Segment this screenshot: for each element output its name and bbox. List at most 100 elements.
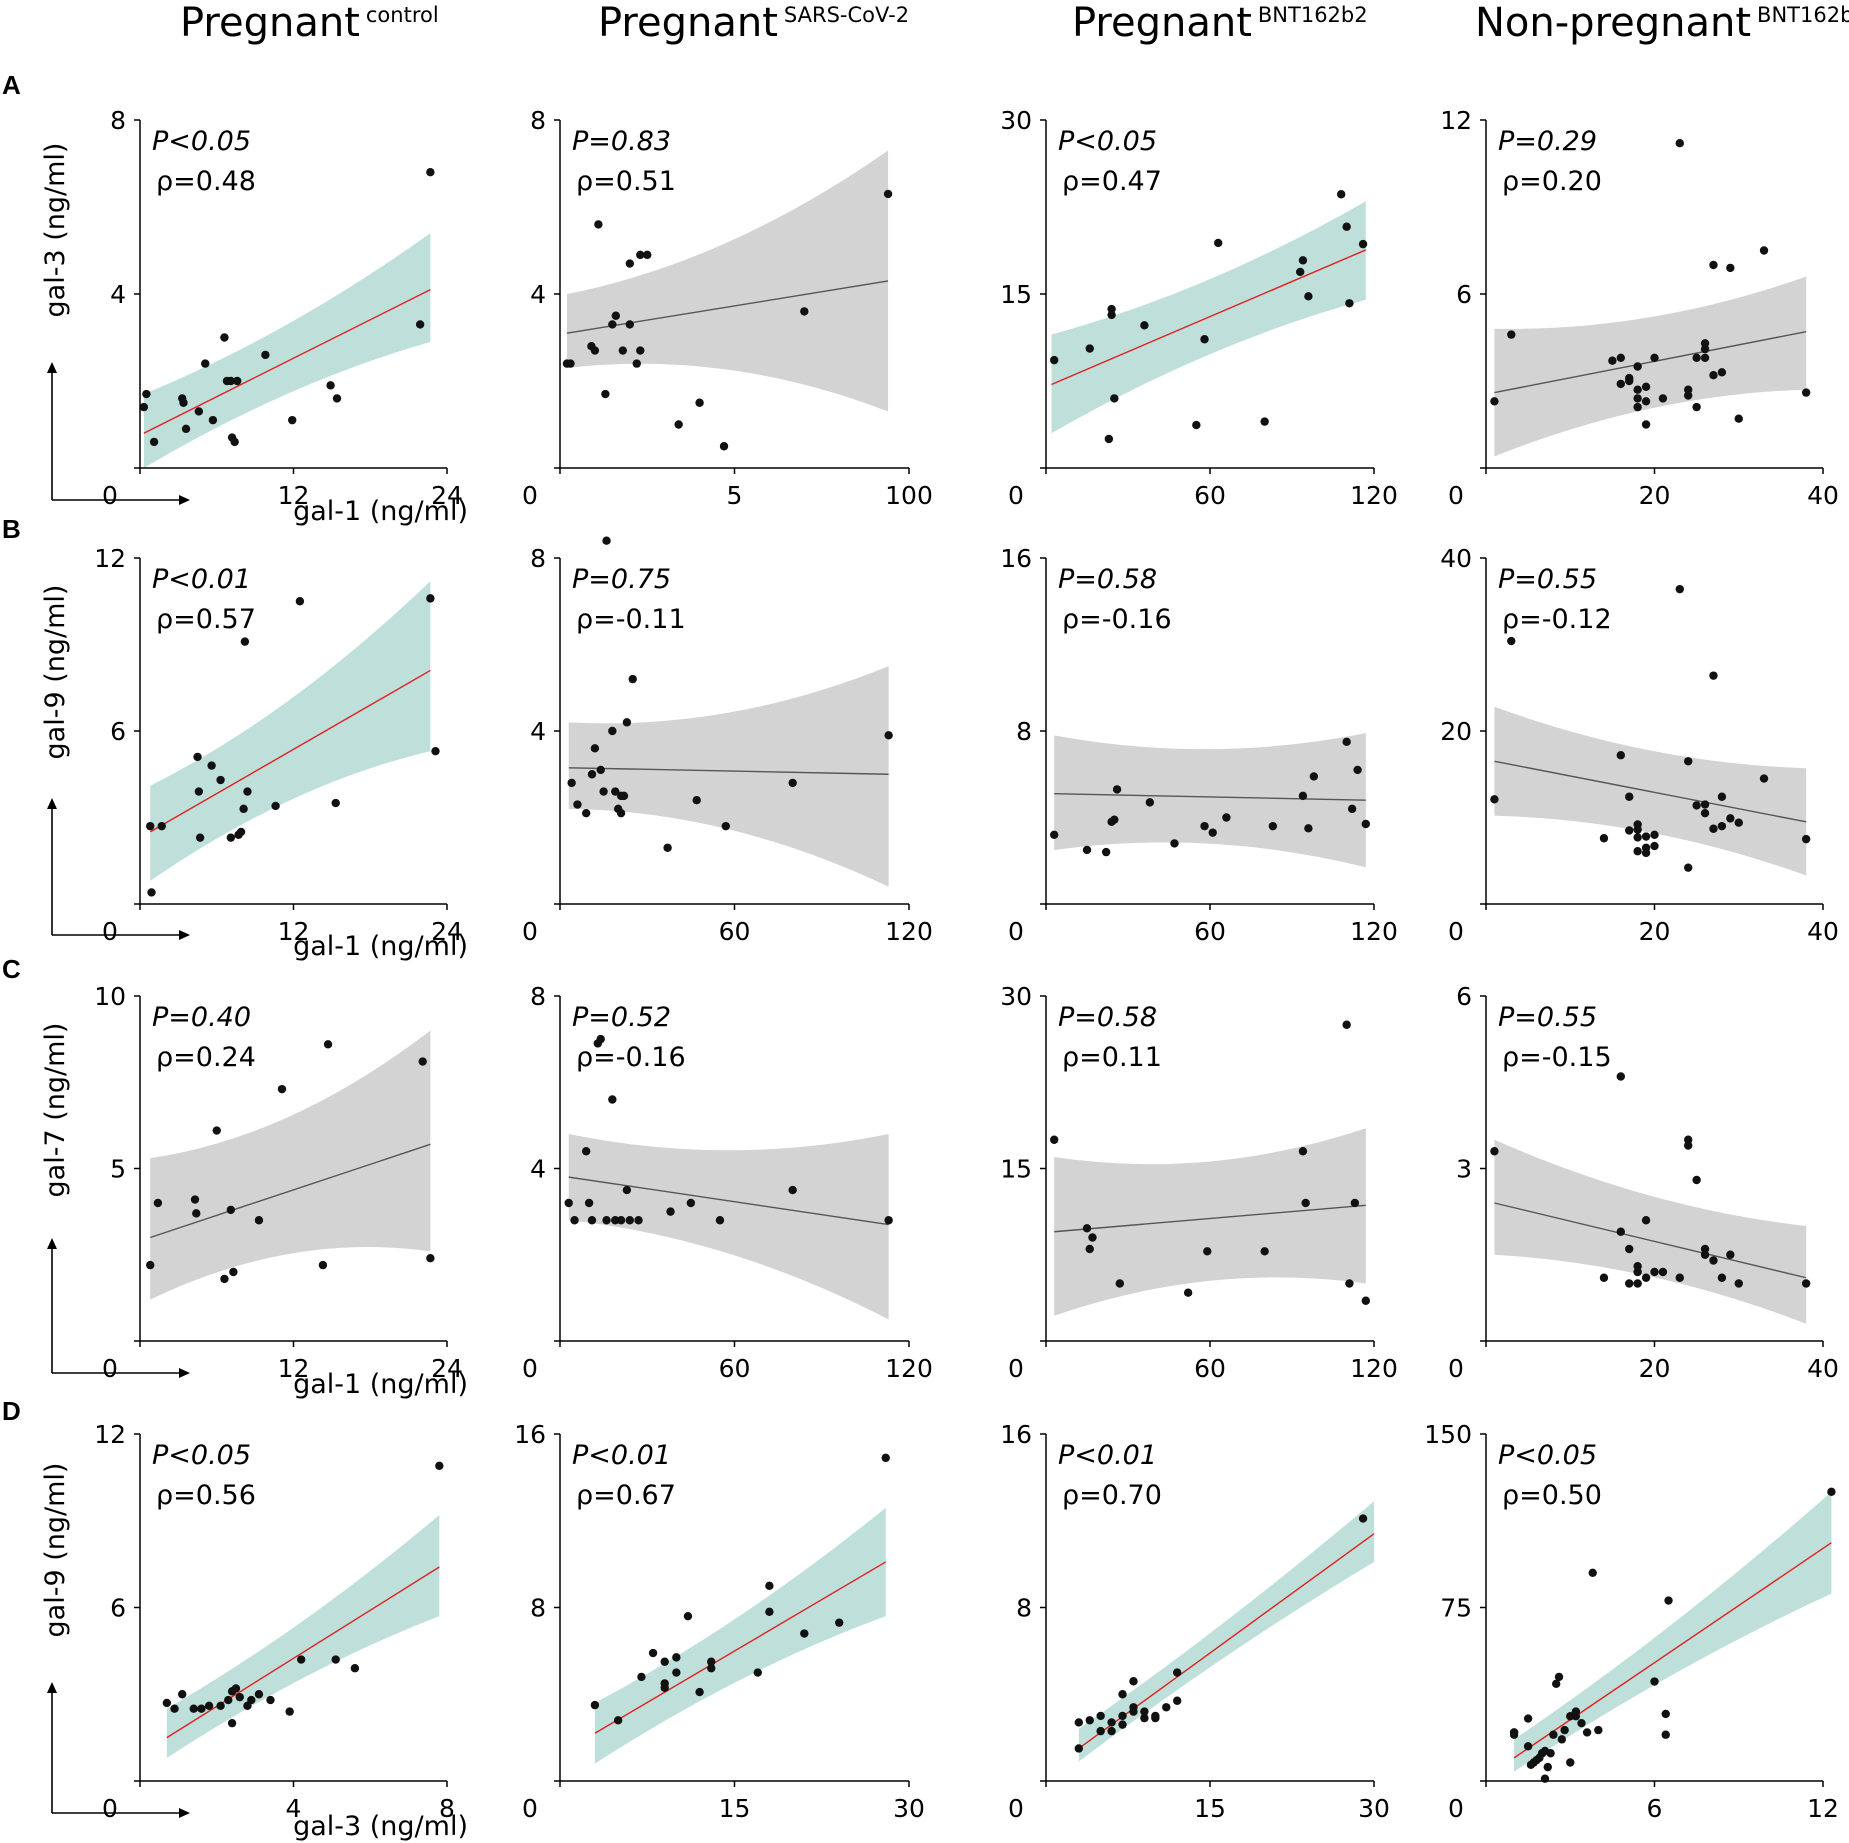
data-point (602, 536, 611, 545)
data-point (1557, 1735, 1567, 1744)
data-point (1096, 1711, 1105, 1721)
regression-line (1054, 1204, 1366, 1233)
data-point (193, 752, 202, 762)
data-point (1096, 1726, 1105, 1736)
data-point (567, 778, 576, 788)
svg-text:Non-pregnantBNT162b2: Non-pregnantBNT162b2 (1475, 0, 1849, 46)
data-point (1342, 1020, 1351, 1029)
data-point (1675, 584, 1684, 594)
data-point (1082, 1224, 1092, 1233)
data-point (686, 1198, 696, 1208)
rho-value: ρ=-0.16 (1062, 604, 1172, 635)
data-point (1608, 356, 1617, 365)
data-point (1633, 362, 1642, 371)
data-point (1085, 1244, 1094, 1254)
y-tick-label: 6 (110, 717, 126, 746)
data-point (616, 1216, 626, 1225)
p-value: P<0.05 (1498, 1440, 1597, 1471)
data-point (1549, 1730, 1558, 1739)
data-point (1260, 1247, 1269, 1256)
y-tick-label: 16 (514, 1420, 546, 1449)
data-point (207, 761, 216, 770)
rho-value: ρ=-0.12 (1502, 604, 1612, 635)
data-point (884, 731, 893, 740)
data-point (1296, 267, 1305, 277)
data-point (426, 168, 435, 177)
confidence-band (1494, 1139, 1807, 1324)
y-tick-label: 8 (110, 106, 126, 135)
x-arrowhead-icon (179, 1368, 190, 1378)
data-point (672, 1668, 681, 1677)
x-tick-label: 12 (278, 481, 310, 510)
data-point (1129, 1703, 1138, 1712)
data-point (1546, 1749, 1555, 1758)
data-point (602, 1216, 611, 1225)
data-point (1633, 385, 1642, 394)
data-point (1700, 800, 1710, 809)
data-point (1726, 814, 1735, 823)
scatter-panel-b-2: 4 8 0 60 120 P=0.75 ρ=-0.11 (522, 536, 933, 946)
data-point (695, 398, 704, 407)
data-point (566, 359, 575, 368)
x-tick-label: 0 (1448, 481, 1464, 510)
x-tick-label: 0 (522, 1354, 538, 1383)
data-point (625, 259, 634, 268)
scatter-panel-b-1: 6 12 0 12 24 P<0.01 ρ=0.57 (94, 544, 463, 946)
data-point (590, 346, 600, 355)
x-tick-label: 120 (1350, 481, 1398, 510)
data-point (1074, 1744, 1084, 1753)
data-point (1118, 1711, 1127, 1721)
p-value: P<0.05 (152, 1440, 251, 1471)
x-tick-label: 15 (719, 1794, 751, 1823)
data-point (1650, 353, 1659, 362)
data-point (1709, 260, 1718, 270)
data-point (226, 376, 236, 386)
p-value: P=0.55 (1498, 1002, 1597, 1033)
data-point (1633, 1262, 1642, 1271)
data-point (1700, 344, 1710, 354)
p-value: P=0.58 (1058, 564, 1157, 595)
p-value: P<0.01 (572, 1440, 671, 1471)
scatter-panel-c-4: 3 6 0 20 40 P=0.55 ρ=-0.15 (1448, 982, 1839, 1383)
data-point (1827, 1487, 1836, 1497)
data-point (147, 888, 156, 897)
data-point (285, 1707, 294, 1716)
scatter-panel-a-1: 4 8 0 12 24 P<0.05 ρ=0.48 (102, 106, 463, 510)
data-point (1734, 818, 1743, 827)
regression-line (1051, 249, 1367, 386)
regression-line (1494, 1202, 1807, 1279)
data-point (1625, 373, 1634, 383)
data-point (1759, 774, 1769, 783)
data-point (1298, 1147, 1308, 1156)
regression-line (149, 669, 431, 833)
data-point (1616, 1072, 1626, 1081)
data-point (1684, 391, 1693, 400)
data-point (719, 442, 729, 451)
y-tick-label: 40 (1440, 544, 1472, 573)
p-value: P<0.01 (152, 564, 251, 595)
data-point (881, 1453, 890, 1463)
p-value: P=0.75 (572, 564, 671, 595)
data-point (564, 1198, 573, 1208)
data-point (1717, 821, 1727, 831)
data-point (1684, 1141, 1693, 1150)
data-point (243, 787, 252, 796)
data-point (1345, 299, 1354, 308)
data-point (1801, 388, 1811, 397)
regression-line (166, 1566, 440, 1739)
data-point (1112, 785, 1122, 794)
rho-value: ρ=0.50 (1502, 1480, 1602, 1511)
data-point (596, 765, 605, 775)
row-d-axis-guide: gal-9 (ng/ml) gal-3 (ng/ml) (40, 1463, 468, 1842)
regression-line (568, 1176, 889, 1226)
data-point (1700, 339, 1710, 348)
data-point (1709, 671, 1718, 680)
data-point (189, 1704, 198, 1713)
data-point (1203, 1247, 1212, 1256)
data-point (216, 1701, 225, 1711)
data-point (1358, 239, 1368, 249)
data-point (1350, 1198, 1360, 1208)
data-point (1110, 394, 1119, 403)
data-point (634, 1216, 643, 1225)
